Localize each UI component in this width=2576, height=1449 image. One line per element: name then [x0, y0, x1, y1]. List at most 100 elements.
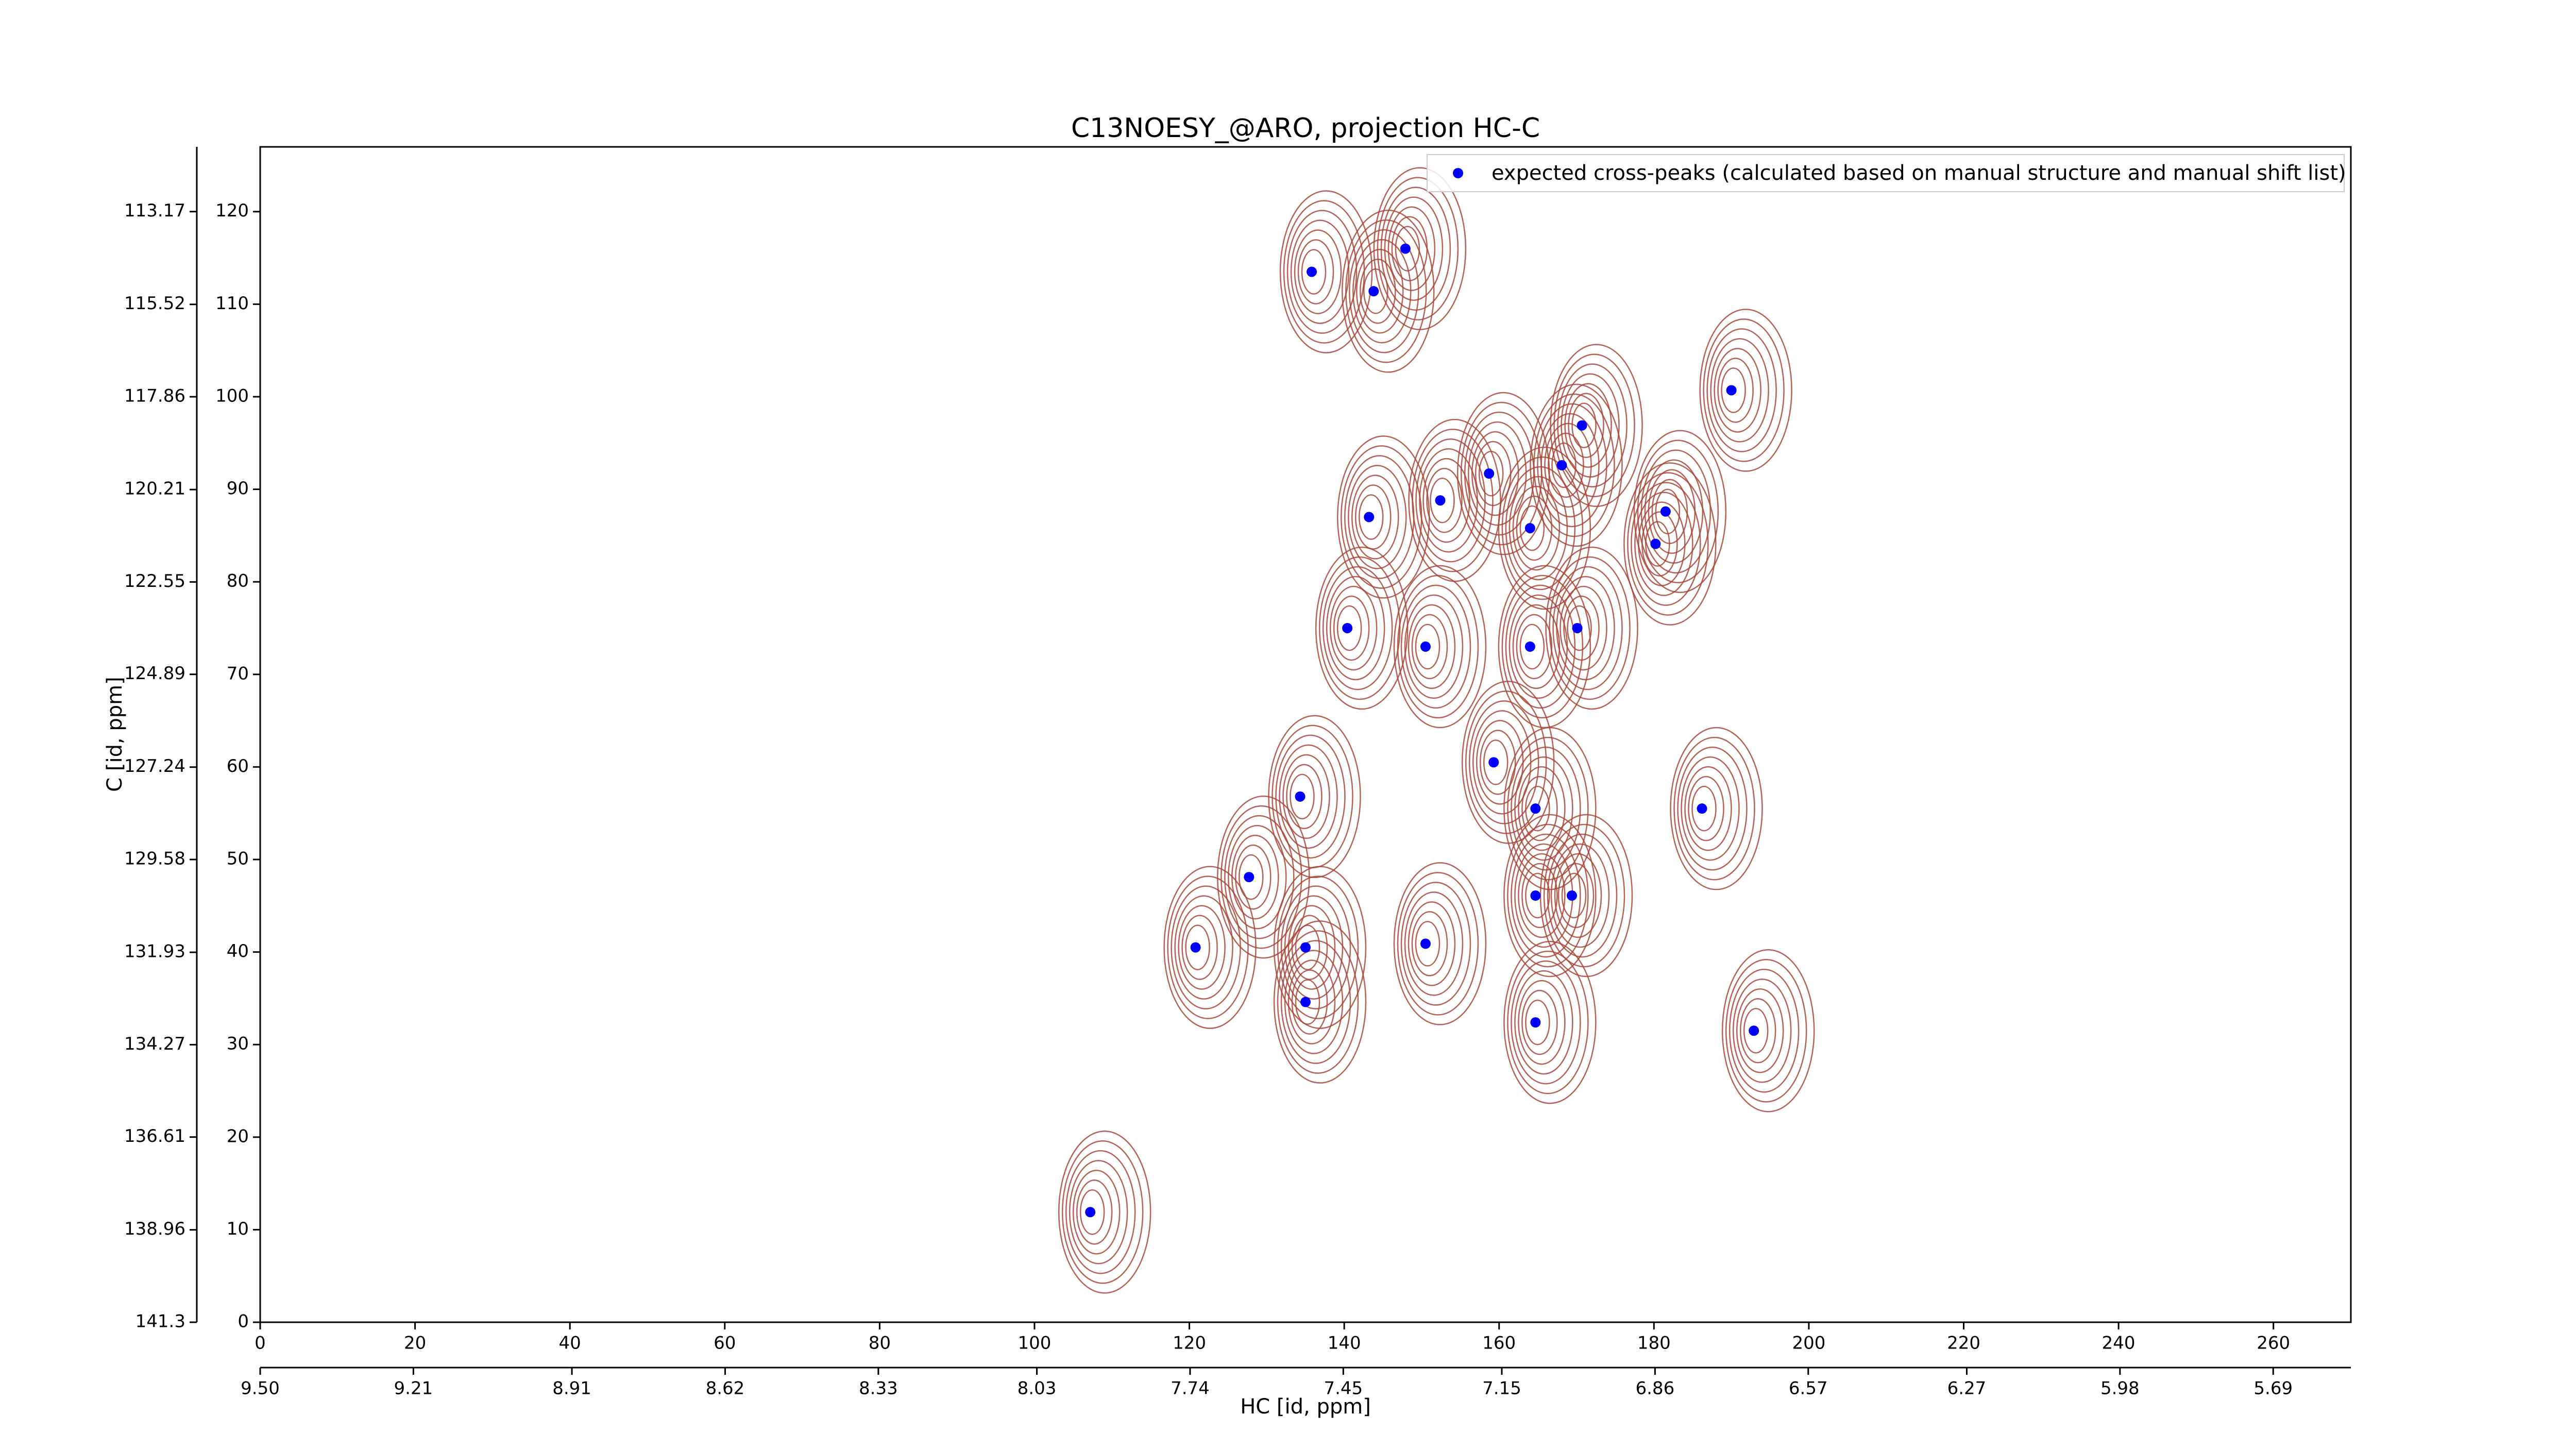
y-tick-label: 20: [227, 1126, 249, 1147]
contour: [1174, 895, 1233, 1000]
contour: [1563, 595, 1600, 661]
cross-peak: [1420, 938, 1431, 949]
x2-tick-label: 5.98: [2100, 1378, 2140, 1399]
marks: [1058, 167, 1815, 1294]
x2-tick-label: 7.15: [1482, 1378, 1521, 1399]
plot-frame: [259, 146, 2352, 1323]
x2-tick-label: 9.50: [241, 1378, 280, 1399]
contour: [1743, 1007, 1769, 1054]
contour: [1356, 248, 1404, 334]
x2-tick-label: 6.27: [1947, 1378, 1987, 1399]
contour: [1290, 773, 1315, 820]
contour: [1633, 430, 1727, 593]
contour: [1641, 511, 1678, 577]
x-tick-label: 80: [869, 1333, 891, 1354]
contour: [1670, 727, 1763, 890]
contour: [1721, 949, 1815, 1113]
cross-peak: [1300, 942, 1311, 953]
y2-tick-label: 115.52: [124, 293, 185, 314]
contour: [1631, 482, 1701, 606]
contour: [1706, 328, 1777, 452]
y2-tick-label: 141.3: [135, 1311, 185, 1332]
contour: [1503, 814, 1597, 978]
contour: [1518, 980, 1566, 1065]
y2-tick-label: 134.27: [124, 1034, 185, 1054]
contour: [1380, 187, 1451, 311]
contour: [1224, 815, 1295, 939]
contour: [1530, 383, 1623, 547]
contour: [1336, 605, 1362, 651]
contour: [1627, 472, 1709, 616]
contour: [1301, 249, 1327, 295]
cross-peak: [1364, 512, 1375, 523]
contour: [1638, 501, 1686, 586]
cross-peak: [1435, 495, 1446, 506]
contour: [1525, 872, 1550, 919]
y-tick-label: 40: [227, 941, 249, 962]
contour: [1058, 1131, 1151, 1294]
contour: [1505, 466, 1576, 591]
contour: [1728, 968, 1800, 1093]
cross-peak: [1400, 243, 1411, 254]
contour: [1645, 521, 1670, 567]
contour: [1318, 556, 1401, 700]
contour: [1545, 546, 1638, 710]
cross-peak: [1660, 506, 1671, 517]
contour: [1284, 950, 1344, 1054]
contour: [1634, 492, 1693, 596]
contour: [1518, 766, 1566, 851]
x-tick-label: 20: [404, 1333, 426, 1354]
contour: [1397, 872, 1479, 1016]
contour: [1351, 475, 1399, 560]
contour: [1287, 959, 1336, 1044]
contour: [1739, 998, 1776, 1064]
y-tick-label: 50: [227, 848, 249, 869]
legend-box: [1427, 154, 2345, 192]
contour: [1373, 167, 1467, 330]
contour: [1514, 756, 1573, 861]
cross-peak: [1190, 942, 1201, 953]
y-tick-label: 90: [227, 478, 249, 499]
contour: [1286, 764, 1323, 830]
contour: [1699, 309, 1792, 472]
contour: [1525, 785, 1550, 832]
contour: [1514, 970, 1573, 1075]
contour: [1568, 393, 1604, 458]
cross-peak: [1524, 523, 1535, 533]
y-tick-label: 10: [227, 1219, 249, 1239]
contour: [1460, 401, 1543, 546]
contour: [1395, 226, 1420, 272]
contour: [1340, 445, 1422, 589]
y-tick-label: 60: [227, 756, 249, 777]
contour: [1512, 485, 1561, 571]
contour: [1277, 930, 1359, 1074]
contour: [1516, 614, 1553, 680]
y2-tick-label: 122.55: [124, 571, 185, 592]
contour: [1290, 220, 1350, 324]
contour: [1519, 624, 1545, 670]
x-tick-label: 180: [1637, 1333, 1671, 1354]
x-tick-label: 120: [1173, 1333, 1206, 1354]
contour: [1525, 999, 1550, 1046]
contour: [1549, 556, 1631, 700]
y2-tick-label: 120.21: [124, 479, 185, 499]
cross-peak: [1530, 803, 1541, 814]
contour: [1326, 576, 1385, 681]
contour: [1397, 575, 1479, 719]
contour: [1282, 754, 1330, 839]
contour: [1400, 584, 1471, 709]
contour: [1511, 833, 1581, 958]
y-tick-label: 80: [227, 571, 249, 592]
contour: [1552, 566, 1623, 690]
contour: [1547, 833, 1618, 958]
contour: [1561, 872, 1587, 919]
contour: [1560, 585, 1607, 671]
contour: [1279, 190, 1373, 353]
contour: [1691, 785, 1717, 832]
y-tick-label: 120: [215, 200, 249, 221]
contour: [1072, 1170, 1121, 1255]
cross-peak: [1300, 997, 1311, 1007]
x2-tick-label: 7.74: [1171, 1378, 1210, 1399]
cross-peak: [1420, 641, 1431, 652]
